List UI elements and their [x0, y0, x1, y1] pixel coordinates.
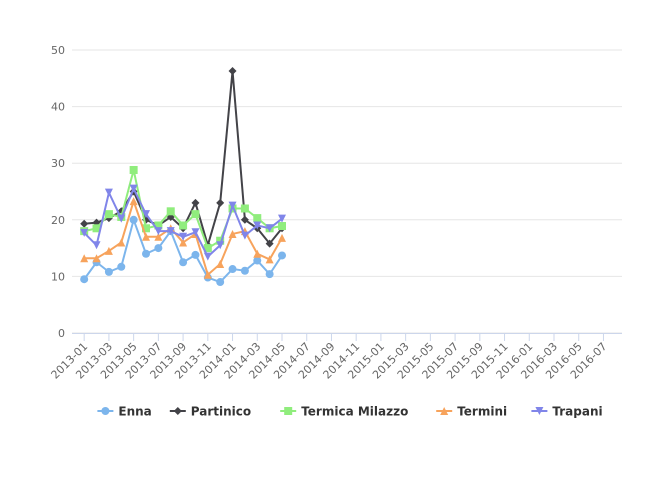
marker [80, 254, 89, 263]
legend-label: Trapani [552, 405, 602, 419]
y-tick-label: 50 [51, 44, 65, 57]
marker [142, 224, 150, 233]
marker [179, 258, 188, 267]
marker [142, 232, 150, 241]
marker [154, 227, 163, 236]
marker [129, 184, 138, 193]
marker [80, 275, 89, 284]
marker [166, 207, 175, 216]
y-tick-label: 0 [58, 327, 65, 340]
marker [104, 210, 113, 219]
marker [265, 255, 274, 264]
marker [142, 249, 150, 258]
marker [80, 228, 89, 237]
marker [228, 229, 237, 238]
marker [117, 238, 126, 247]
marker [253, 221, 262, 230]
marker [228, 66, 237, 75]
marker [104, 267, 113, 276]
legend-label: Termini [457, 405, 507, 419]
y-tick-label: 10 [51, 270, 65, 283]
marker [142, 210, 150, 219]
legend-marker [101, 407, 110, 415]
marker [253, 256, 262, 265]
marker [216, 198, 225, 207]
marker [216, 259, 225, 268]
marker [203, 252, 212, 261]
marker [191, 198, 200, 207]
marker [117, 262, 126, 271]
legend-marker [440, 407, 449, 415]
legend-marker [173, 407, 182, 415]
marker [80, 219, 89, 228]
legend-label: Partinico [191, 405, 251, 419]
marker [117, 214, 126, 223]
marker [191, 250, 200, 259]
marker [278, 214, 286, 223]
y-tick-label: 40 [51, 101, 65, 114]
marker [278, 233, 286, 242]
marker [216, 278, 225, 287]
marker [191, 210, 200, 219]
marker [265, 270, 274, 279]
marker [129, 165, 138, 174]
marker [240, 266, 249, 275]
marker [240, 215, 249, 224]
marker [154, 232, 163, 241]
marker [265, 224, 274, 233]
marker [240, 204, 249, 213]
marker [179, 221, 188, 230]
marker [154, 244, 163, 253]
marker [240, 231, 249, 240]
marker [216, 236, 225, 245]
legend-label: Termica Milazzo [301, 405, 408, 419]
marker [191, 228, 200, 237]
marker [92, 224, 101, 233]
marker [104, 246, 113, 255]
legend-marker [535, 407, 544, 415]
marker [92, 254, 101, 263]
marker [228, 201, 237, 210]
marker [203, 244, 212, 253]
marker [278, 251, 286, 260]
marker [253, 214, 262, 223]
marker [253, 249, 262, 258]
marker [154, 221, 163, 230]
marker [129, 215, 138, 224]
marker [278, 222, 286, 231]
legend: Enna Partinico Termica Milazzo Termini Trapa… [97, 405, 603, 419]
marker [265, 239, 274, 248]
marker [104, 188, 113, 197]
y-tick-label: 20 [51, 214, 65, 227]
series-line [84, 70, 283, 249]
marker [179, 238, 188, 247]
legend-label: Enna [118, 405, 151, 419]
marker [179, 232, 188, 241]
y-tick-label: 30 [51, 157, 65, 170]
marker [166, 227, 175, 236]
marker [129, 197, 138, 206]
marker [216, 241, 225, 250]
marker [203, 270, 212, 279]
marker [228, 265, 237, 274]
marker [92, 241, 101, 250]
legend-marker [284, 407, 293, 415]
